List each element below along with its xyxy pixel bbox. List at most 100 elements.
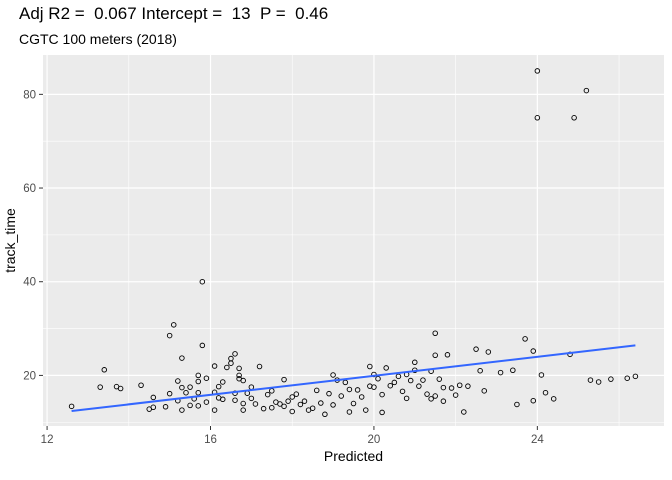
data-point <box>240 407 246 413</box>
data-point <box>497 369 504 376</box>
data-point <box>571 115 577 121</box>
data-point <box>313 387 320 394</box>
data-point <box>530 348 537 354</box>
data-point <box>199 278 206 285</box>
data-point <box>448 385 455 391</box>
data-point <box>346 409 353 415</box>
data-point <box>203 399 210 405</box>
data-point <box>432 330 438 337</box>
data-point <box>289 408 295 415</box>
data-point <box>252 401 259 407</box>
data-point <box>387 382 394 389</box>
data-point <box>195 403 201 409</box>
data-point <box>179 384 185 391</box>
data-point <box>228 355 234 362</box>
grid-minor <box>43 55 664 426</box>
data-point <box>542 389 549 396</box>
data-point <box>420 377 426 383</box>
data-point <box>166 390 173 397</box>
y-axis-label: track_time <box>2 208 18 273</box>
data-point <box>550 396 557 402</box>
data-point <box>416 383 422 389</box>
y-tick-label: 80 <box>23 89 36 101</box>
data-point <box>477 367 483 374</box>
data-point <box>240 400 246 407</box>
data-point <box>199 342 206 349</box>
data-point <box>293 391 300 397</box>
data-point <box>379 409 385 416</box>
data-point <box>68 403 75 410</box>
data-point <box>166 332 173 339</box>
data-point <box>224 364 230 371</box>
data-point <box>379 391 385 398</box>
fit-line <box>71 344 636 413</box>
data-point <box>432 393 438 399</box>
data-point <box>363 407 369 413</box>
data-point <box>367 363 373 370</box>
data-point <box>232 397 238 403</box>
data-point <box>534 115 541 121</box>
data-point <box>175 378 181 384</box>
data-point <box>444 352 451 358</box>
data-point <box>510 367 516 374</box>
data-point <box>403 395 410 402</box>
data-point <box>371 384 377 390</box>
data-point <box>338 393 344 399</box>
data-point <box>440 398 447 404</box>
data-point <box>117 385 124 392</box>
data-point <box>150 404 157 411</box>
data-point <box>399 388 406 395</box>
y-tick-label: 60 <box>23 183 36 195</box>
data-point <box>232 351 238 357</box>
data-point <box>211 407 218 413</box>
data-point <box>412 359 418 366</box>
data-point <box>297 401 304 408</box>
y-tick-label: 40 <box>23 277 36 289</box>
data-point <box>485 349 492 355</box>
axis-ticks: 12 16 20 24 20 40 60 80 <box>23 89 544 446</box>
data-point <box>240 377 246 384</box>
data-point <box>289 394 295 400</box>
data-point <box>354 387 361 393</box>
data-point <box>264 391 271 398</box>
data-point <box>170 322 177 328</box>
data-point <box>215 383 222 390</box>
chart-subtitle: CGTC 100 meters (2018) <box>19 31 177 47</box>
data-point <box>236 365 242 372</box>
data-point <box>452 392 459 398</box>
data-point <box>195 389 201 396</box>
data-point <box>395 373 402 380</box>
plot-panel <box>43 55 664 426</box>
data-point <box>187 384 193 390</box>
x-tick-label: 16 <box>204 434 217 446</box>
data-point <box>456 382 463 388</box>
data-point <box>281 403 287 410</box>
data-point <box>322 411 328 418</box>
data-point <box>608 376 614 382</box>
data-point <box>440 384 447 391</box>
data-point <box>514 401 520 408</box>
data-point <box>538 372 545 378</box>
data-point <box>461 409 467 415</box>
data-point <box>534 68 541 74</box>
data-point <box>530 397 537 404</box>
data-points <box>68 68 639 418</box>
x-tick-label: 20 <box>368 434 381 446</box>
data-point <box>220 396 226 403</box>
y-tick-label: 20 <box>23 370 36 382</box>
data-point <box>632 373 639 380</box>
data-point <box>285 398 291 404</box>
data-point <box>162 404 169 410</box>
data-point <box>220 379 226 385</box>
data-point <box>383 365 389 371</box>
data-point <box>481 388 487 394</box>
data-point <box>269 404 275 411</box>
data-point <box>358 394 365 400</box>
data-point <box>318 400 324 406</box>
data-point <box>346 386 353 393</box>
data-point <box>330 372 336 378</box>
chart-title: Adj R2 = 0.067 Intercept = 13 P = 0.46 <box>19 4 329 23</box>
data-point <box>407 377 414 384</box>
data-point <box>281 376 287 383</box>
